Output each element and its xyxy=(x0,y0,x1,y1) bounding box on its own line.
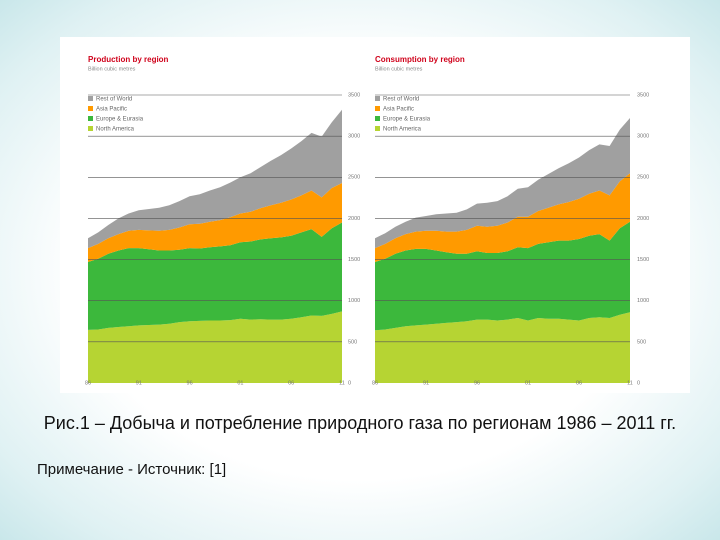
x-tick-label: 01 xyxy=(237,380,243,386)
area xyxy=(375,173,630,262)
legend-label: Rest of World xyxy=(96,97,132,103)
legend-label: Europe & Eurasia xyxy=(96,117,144,123)
x-tick-label: 11 xyxy=(339,380,345,386)
y-tick-label: 500 xyxy=(348,339,357,345)
x-tick-label: 91 xyxy=(136,380,142,386)
x-tick-label: 06 xyxy=(576,380,582,386)
y-tick-label: 3000 xyxy=(637,134,649,140)
legend-swatch xyxy=(375,126,380,131)
legend-label: Asia Pacific xyxy=(383,107,414,113)
y-tick-label: 3000 xyxy=(348,134,360,140)
y-tick-label: 1500 xyxy=(348,257,360,263)
legend-swatch xyxy=(375,96,380,101)
legend-label: Europe & Eurasia xyxy=(383,117,431,123)
x-tick-label: 96 xyxy=(187,380,193,386)
x-tick-label: 06 xyxy=(288,380,294,386)
y-tick-label: 1000 xyxy=(348,298,360,304)
x-tick-label: 01 xyxy=(525,380,531,386)
y-tick-label: 500 xyxy=(637,339,646,345)
y-tick-label: 1500 xyxy=(637,257,649,263)
x-tick-label: 86 xyxy=(85,380,91,386)
area xyxy=(88,311,342,383)
y-tick-label: 3500 xyxy=(348,92,360,98)
x-tick-label: 86 xyxy=(372,380,378,386)
legend-swatch xyxy=(375,106,380,111)
area xyxy=(88,109,342,249)
legend-swatch xyxy=(88,96,93,101)
legend-swatch xyxy=(88,116,93,121)
y-tick-label: 2500 xyxy=(348,175,360,181)
note: Примечание - Источник: [1] xyxy=(37,461,227,478)
area xyxy=(375,221,630,331)
y-tick-label: 2000 xyxy=(348,216,360,222)
y-tick-label: 0 xyxy=(348,380,351,386)
chart-subtitle: Billion cubic metres xyxy=(88,66,136,72)
legend-swatch xyxy=(88,106,93,111)
y-tick-label: 0 xyxy=(637,380,640,386)
figure: Production by region Billion cubic metres… xyxy=(84,55,650,387)
chart-title: Consumption by region xyxy=(375,55,465,64)
legend-swatch xyxy=(375,116,380,121)
legend-label: North America xyxy=(96,127,135,133)
area xyxy=(375,312,630,383)
y-tick-label: 2500 xyxy=(637,175,649,181)
x-tick-label: 11 xyxy=(627,380,633,386)
x-tick-label: 96 xyxy=(474,380,480,386)
chart-title: Production by region xyxy=(88,55,169,64)
legend-swatch xyxy=(88,126,93,131)
x-tick-label: 91 xyxy=(423,380,429,386)
legend-label: North America xyxy=(383,127,422,133)
legend-label: Rest of World xyxy=(383,97,419,103)
legend-label: Asia Pacific xyxy=(96,107,127,113)
y-tick-label: 1000 xyxy=(637,298,649,304)
area xyxy=(88,183,342,262)
chart-subtitle: Billion cubic metres xyxy=(375,66,423,72)
caption: Рис.1 – Добыча и потребление природного … xyxy=(43,413,677,433)
y-tick-label: 3500 xyxy=(637,92,649,98)
area xyxy=(375,118,630,249)
area xyxy=(88,222,342,330)
y-tick-label: 2000 xyxy=(637,216,649,222)
